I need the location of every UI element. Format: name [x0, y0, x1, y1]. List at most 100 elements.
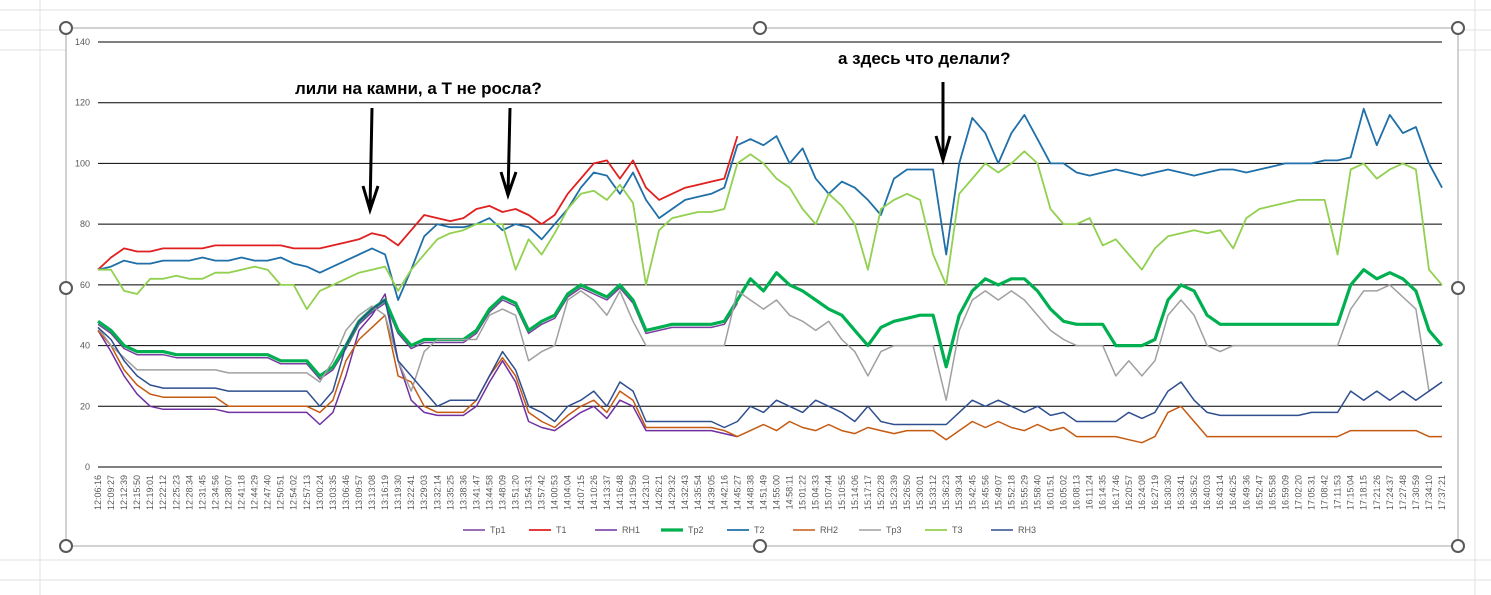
x-tick-label: 12:34:56 [210, 475, 220, 510]
x-tick-label: 14:35:54 [693, 475, 703, 510]
x-tick-label: 15:52:18 [1006, 475, 1016, 510]
x-tick-label: 17:37:21 [1437, 475, 1447, 510]
x-tick-label: 12:12:39 [119, 475, 129, 510]
x-tick-label: 14:39:05 [706, 475, 716, 510]
x-tick-label: 13:16:19 [380, 475, 390, 510]
x-tick-label: 12:06:16 [93, 475, 103, 510]
x-tick-label: 12:31:45 [197, 475, 207, 510]
x-tick-label: 17:30:59 [1411, 475, 1421, 510]
y-tick-label: 0 [85, 462, 90, 472]
x-tick-label: 12:09:27 [106, 475, 116, 510]
x-tick-label: 16:59:09 [1280, 475, 1290, 510]
x-tick-label: 14:26:21 [654, 475, 664, 510]
handles [59, 21, 1465, 553]
x-tick-label: 13:00:24 [315, 475, 325, 510]
legend-label: T3 [952, 525, 963, 535]
legend-label: RH1 [622, 525, 640, 535]
x-tick-label: 16:55:58 [1267, 475, 1277, 510]
series-line [97, 293, 738, 438]
x-tick-label: 15:39:34 [954, 475, 964, 510]
x-tick-label: 16:05:02 [1059, 475, 1069, 510]
x-tick-label: 12:44:29 [250, 475, 260, 510]
x-tick-label: 16:14:35 [1098, 475, 1108, 510]
x-tick-label: 16:40:03 [1202, 475, 1212, 510]
x-tick-label: 14:55:00 [772, 475, 782, 510]
y-tick-label: 100 [75, 158, 90, 168]
chart-area[interactable] [65, 27, 1459, 547]
x-tick-label: 14:58:11 [785, 475, 795, 509]
x-tick-label: 12:38:07 [223, 475, 233, 510]
series-line [97, 135, 739, 271]
x-tick-label: 17:05:31 [1307, 475, 1317, 510]
x-tick-label: 17:02:20 [1293, 475, 1303, 510]
series-line [97, 299, 1443, 429]
x-tick-label: 15:42:45 [967, 475, 977, 510]
x-tick-label: 17:21:26 [1372, 475, 1382, 510]
x-tick-label: 14:23:10 [641, 475, 651, 510]
x-tick-label: 15:58:40 [1032, 475, 1042, 510]
x-tick-label: 16:20:57 [1124, 475, 1134, 510]
x-tick-label: 17:24:37 [1385, 475, 1395, 510]
x-tick-label: 14:10:26 [589, 475, 599, 510]
y-tick-label: 80 [80, 219, 90, 229]
x-tick-label: 13:22:41 [406, 475, 416, 510]
series-line [97, 268, 1444, 378]
x-tick-label: 15:23:39 [889, 475, 899, 510]
y-tick-label: 40 [80, 341, 90, 351]
arrows [361, 82, 952, 216]
x-tick-label: 12:28:34 [184, 475, 194, 510]
x-tick-label: 12:25:23 [171, 475, 181, 510]
x-tick-label: 14:16:48 [615, 475, 625, 510]
series-line [97, 284, 1443, 401]
legend-label: T2 [754, 525, 765, 535]
x-tick-label: 15:36:23 [941, 475, 951, 510]
x-tick-label: 15:17:17 [863, 475, 873, 510]
legend-label: Tp1 [490, 525, 506, 535]
x-tick-label: 16:11:24 [1085, 475, 1095, 509]
x-tick-label: 15:04:33 [811, 475, 821, 510]
x-tick-label: 16:46:25 [1228, 475, 1238, 510]
x-tick-label: 14:45:27 [732, 475, 742, 510]
legend-label: RH3 [1018, 525, 1036, 535]
x-tick-label: 15:10:55 [837, 475, 847, 510]
x-tick-label: 14:51:49 [758, 475, 768, 510]
x-tick-label: 13:35:25 [445, 475, 455, 510]
x-tick-label: 15:01:22 [798, 475, 808, 510]
x-tick-label: 14:29:32 [667, 475, 677, 510]
legend-label: T1 [556, 525, 567, 535]
x-tick-label: 14:00:53 [550, 475, 560, 510]
x-tick-label: 12:22:12 [158, 475, 168, 510]
x-tick-label: 16:17:46 [1111, 475, 1121, 510]
series-line [97, 314, 1442, 444]
x-tick-label: 14:07:15 [576, 475, 586, 510]
x-tick-label: 13:51:20 [511, 475, 521, 510]
x-tick-label: 13:06:46 [341, 475, 351, 510]
x-tick-label: 14:42:16 [719, 475, 729, 510]
x-tick-label: 15:55:29 [1019, 475, 1029, 510]
x-tick-label: 17:08:42 [1320, 475, 1330, 510]
x-tick-label: 14:19:59 [628, 475, 638, 510]
x-tick-label: 16:27:19 [1150, 475, 1160, 510]
x-tick-label: 15:07:44 [824, 475, 834, 510]
x-tick-label: 13:38:36 [458, 475, 468, 510]
x-tick-label: 15:45:56 [980, 475, 990, 510]
x-tick-label: 14:32:43 [680, 475, 690, 510]
x-tick-label: 12:19:01 [145, 475, 155, 510]
x-tick-label: 16:49:36 [1241, 475, 1251, 510]
x-tick-label: 13:29:03 [419, 475, 429, 510]
x-tick-label: 15:26:50 [902, 475, 912, 510]
series-line [97, 107, 1443, 301]
x-tick-label: 16:24:08 [1137, 475, 1147, 510]
x-tick-label: 13:54:31 [524, 475, 534, 510]
legend-label: RH2 [820, 525, 838, 535]
x-tick-label: 15:20:28 [876, 475, 886, 510]
x-tick-label: 16:30:30 [1163, 475, 1173, 510]
x-tick-label: 16:43:14 [1215, 475, 1225, 510]
legend-label: Tp2 [688, 525, 704, 535]
plot: 0 20 40 60 80 100 120 140 12:06:16 12:09:27 12:12:… [75, 37, 1447, 535]
x-tick-label: 15:33:12 [928, 475, 938, 510]
x-tick-label: 16:33:41 [1176, 475, 1186, 510]
x-tick-label: 13:19:30 [393, 475, 403, 510]
